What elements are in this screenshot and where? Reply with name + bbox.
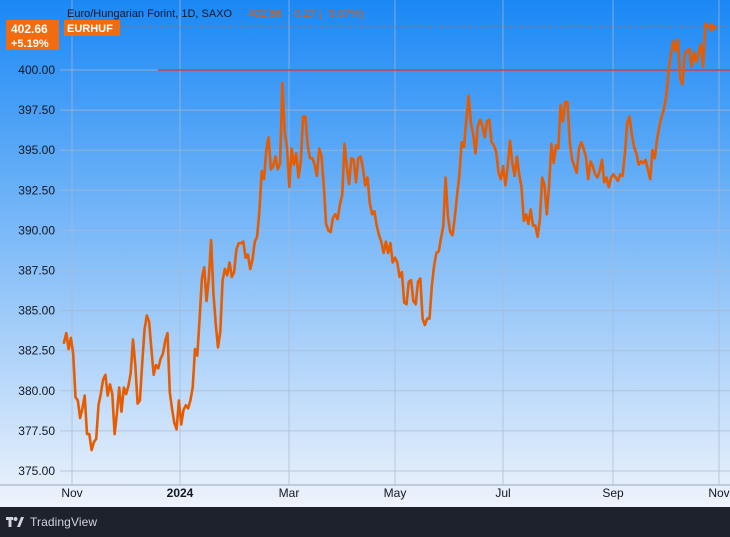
x-tick-label: May <box>384 486 407 500</box>
y-tick-label: 395.00 <box>18 143 55 157</box>
y-tick-label: 390.00 <box>18 223 55 237</box>
x-tick-label: Nov <box>708 486 729 500</box>
y-tick-label: 392.50 <box>18 183 55 197</box>
y-tick-label: 385.00 <box>18 304 55 318</box>
price-badge <box>6 20 59 50</box>
tradingview-logo-icon <box>6 516 24 528</box>
footer-brand[interactable]: TradingView <box>30 515 98 529</box>
y-axis: 375.00 377.50 380.00 382.50 385.00 387.50 390.… <box>18 63 55 478</box>
x-tick-label: Jul <box>495 486 510 500</box>
ticker-badge <box>64 20 120 36</box>
y-tick-label: 397.50 <box>18 103 55 117</box>
last-price-marker <box>710 22 718 33</box>
y-tick-label: 387.50 <box>18 264 55 278</box>
footer-bar: TradingView <box>0 507 730 537</box>
x-tick-label: Sep <box>602 486 624 500</box>
last-value-legend: 402.66 <box>248 8 282 20</box>
x-tick-label: Nov <box>61 486 82 500</box>
price-badge-value: 402.66 <box>11 22 48 36</box>
ticker-badge-label: EURHUF <box>67 23 113 35</box>
y-tick-label: 375.00 <box>18 464 55 478</box>
price-series-line <box>62 22 712 452</box>
price-badge-percent: +5.19% <box>11 38 49 50</box>
change-legend: −0.27 (−0.07%) <box>288 8 364 20</box>
y-tick-label: 382.50 <box>18 344 55 358</box>
price-chart[interactable]: 375.00 377.50 380.00 382.50 385.00 387.50 390.… <box>0 0 730 507</box>
symbol-title: Euro/Hungarian Forint, 1D, SAXO <box>67 8 233 20</box>
x-axis: Nov 2024 Mar May Jul Sep Nov <box>61 486 729 500</box>
y-tick-label: 380.00 <box>18 384 55 398</box>
x-tick-label: 2024 <box>167 486 194 500</box>
y-tick-label: 377.50 <box>18 424 55 438</box>
x-tick-label: Mar <box>279 486 300 500</box>
y-tick-label: 400.00 <box>18 63 55 77</box>
chart-background <box>0 0 730 507</box>
